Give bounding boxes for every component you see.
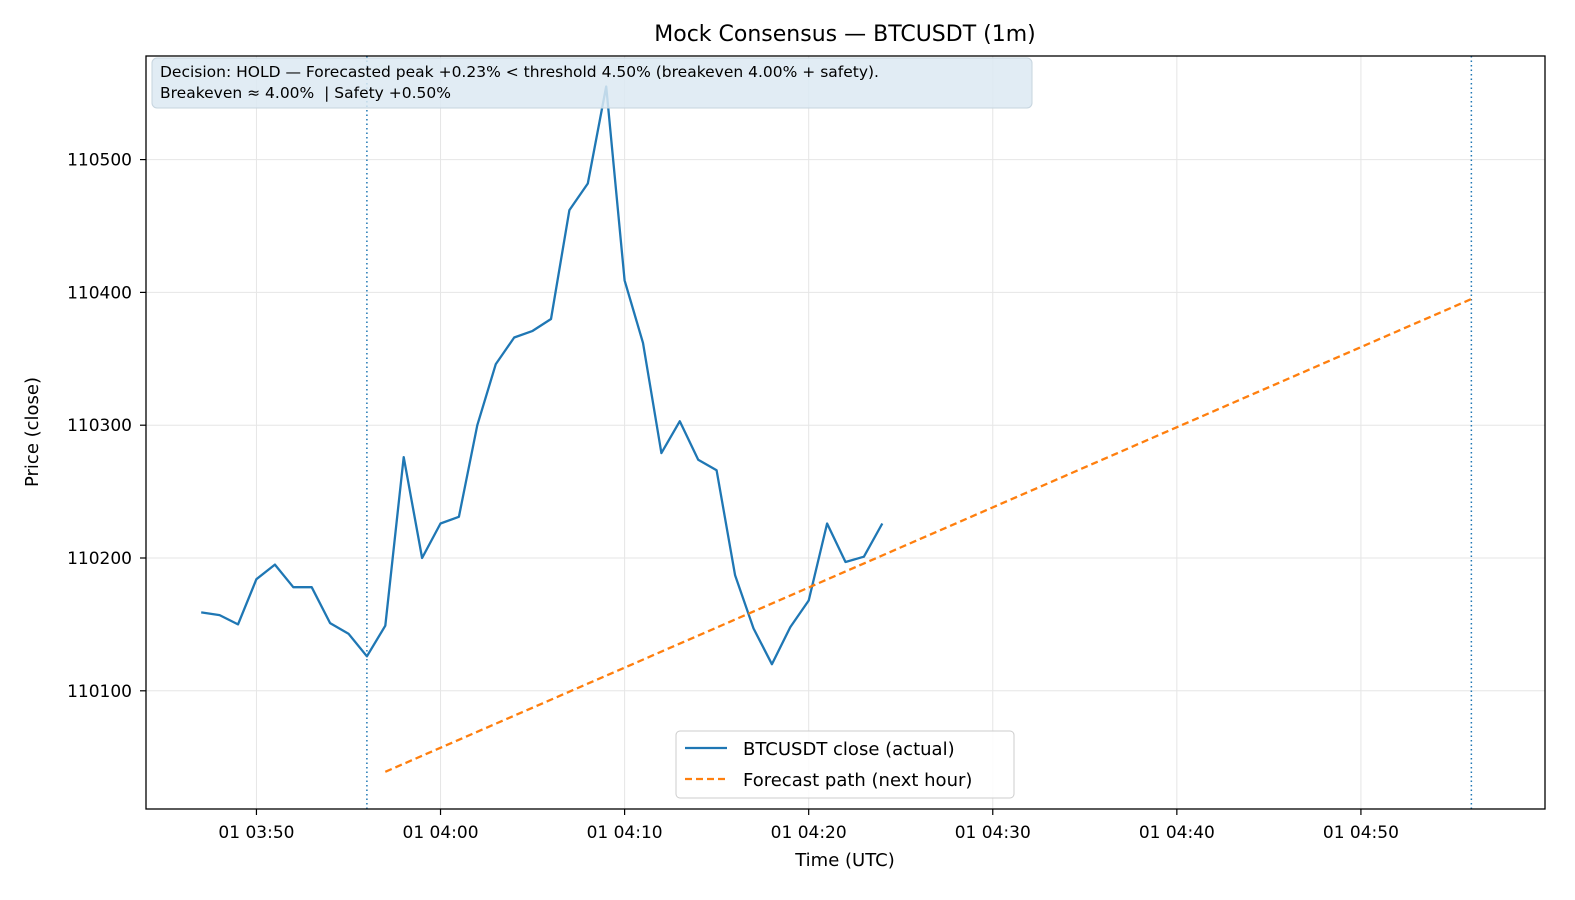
series-layer — [201, 85, 1472, 773]
legend-label-forecast: Forecast path (next hour) — [743, 770, 972, 791]
y-axis: 110100 110200 110300 110400 110500 — [67, 151, 146, 702]
annotation-line-decision: Decision: HOLD — Forecasted peak +0.23% … — [160, 63, 879, 81]
grid — [146, 56, 1545, 809]
plot-frame — [145, 55, 1546, 810]
y-tick-label: 110400 — [67, 283, 132, 303]
chart-title: Mock Consensus — BTCUSDT (1m) — [654, 22, 1035, 47]
annotation-line-breakeven: Breakeven ≈ 4.00% | Safety +0.50% — [160, 84, 451, 102]
y-tick-label: 110100 — [67, 682, 132, 702]
x-tick-label: 01 04:40 — [1139, 823, 1215, 843]
x-tick-label: 01 04:10 — [587, 823, 663, 843]
x-tick-label: 01 04:00 — [403, 823, 479, 843]
y-tick-label: 110500 — [67, 151, 132, 171]
y-tick-label: 110200 — [67, 549, 132, 569]
x-tick-label: 01 04:50 — [1323, 823, 1399, 843]
x-axis: 01 03:50 01 04:00 01 04:10 01 04:20 01 04:30… — [218, 809, 1399, 843]
x-tick-label: 01 04:20 — [771, 823, 847, 843]
decision-annotation: Decision: HOLD — Forecasted peak +0.23% … — [151, 57, 1033, 109]
x-tick-label: 01 04:30 — [955, 823, 1031, 843]
y-tick-label: 110300 — [67, 416, 132, 436]
x-tick-label: 01 03:50 — [218, 823, 294, 843]
series-line-actual — [201, 85, 884, 666]
y-axis-title: Price (close) — [22, 377, 43, 487]
legend-box — [675, 730, 1015, 799]
legend: BTCUSDT close (actual) Forecast path (ne… — [675, 730, 1015, 799]
x-axis-title: Time (UTC) — [794, 850, 895, 871]
annotation-box — [151, 57, 1033, 109]
legend-label-actual: BTCUSDT close (actual) — [743, 739, 955, 760]
